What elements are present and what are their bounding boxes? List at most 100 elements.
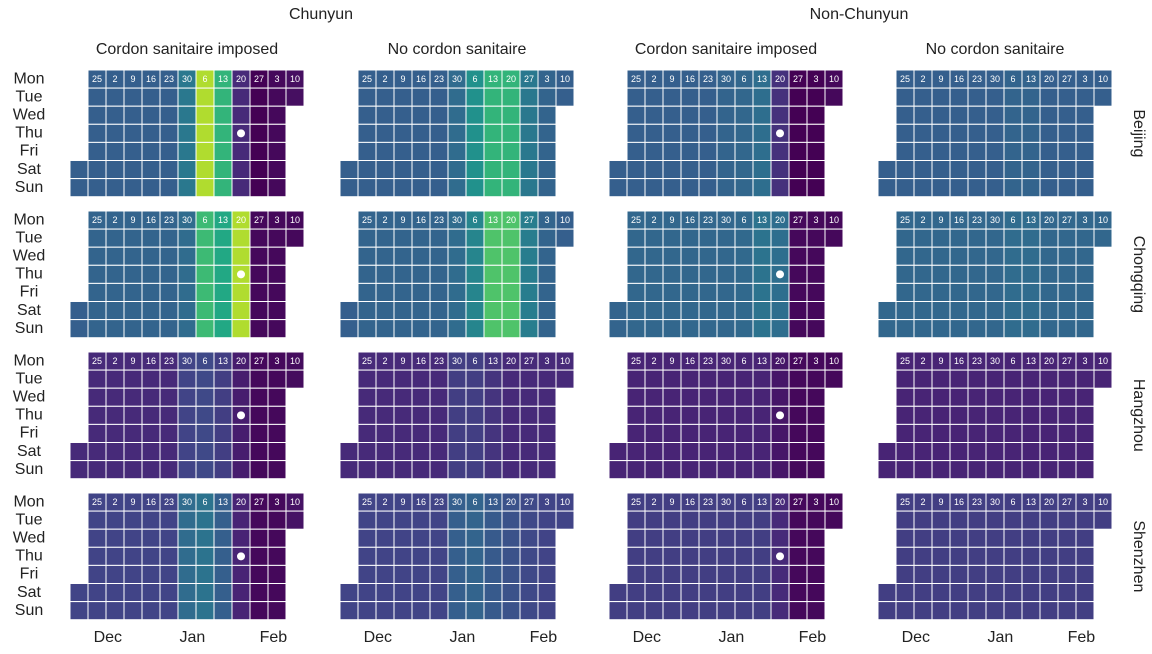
day-cell: [626, 510, 646, 530]
day-cell: [501, 528, 521, 548]
day-cell: [1075, 528, 1095, 548]
day-cell: [375, 423, 395, 443]
day-cell: [501, 564, 521, 585]
day-cell: [734, 423, 754, 443]
day-cell: [159, 319, 179, 339]
day-cell: [123, 528, 143, 548]
week-label: 13: [757, 74, 767, 84]
week-label: 9: [130, 215, 135, 225]
week-label: 2: [651, 497, 656, 507]
day-cell: [375, 87, 395, 107]
day-cell: [159, 264, 179, 284]
day-cell: [285, 510, 305, 530]
day-cell: [1003, 178, 1023, 198]
day-cell: [123, 141, 143, 161]
month-label: Feb: [530, 629, 558, 646]
day-cell: [806, 178, 826, 198]
day-cell: [393, 601, 413, 621]
day-label: Sun: [15, 320, 43, 337]
day-cell: [1003, 319, 1023, 339]
day-cell: [716, 319, 736, 339]
day-cell: [877, 460, 897, 480]
day-cell: [483, 301, 503, 321]
day-cell: [483, 141, 503, 161]
day-cell: [249, 387, 269, 407]
day-cell: [123, 228, 143, 248]
day-cell: [537, 442, 557, 462]
day-cell: [87, 369, 107, 389]
day-cell: [662, 583, 682, 603]
day-cell: [159, 178, 179, 198]
day-cell: [644, 546, 664, 566]
week-label: 9: [938, 215, 943, 225]
week-label: 13: [218, 74, 228, 84]
day-cell: [967, 228, 987, 248]
day-cell: [698, 405, 718, 425]
day-cell: [734, 87, 754, 107]
day-cell: [123, 510, 143, 530]
week-label: 9: [400, 74, 405, 84]
day-cell: [105, 546, 125, 566]
day-cell: [447, 105, 467, 125]
day-cell: [913, 246, 933, 266]
day-cell: [1075, 319, 1095, 339]
day-cell: [393, 301, 413, 321]
day-cell: [123, 160, 143, 180]
day-cell: [195, 105, 215, 125]
day-cell: [698, 442, 718, 462]
day-cell: [519, 160, 539, 180]
day-cell: [1039, 442, 1059, 462]
day-cell: [949, 546, 969, 566]
day-cell: [123, 369, 143, 389]
day-cell: [734, 583, 754, 603]
day-cell: [501, 583, 521, 603]
day-cell: [213, 405, 233, 425]
day-cell: [69, 442, 89, 462]
week-label: 16: [146, 356, 156, 366]
day-cell: [177, 583, 197, 603]
day-cell: [177, 546, 197, 566]
day-cell: [483, 246, 503, 266]
group-title: Non-Chunyun: [810, 6, 909, 23]
day-cell: [249, 460, 269, 480]
day-cell: [105, 405, 125, 425]
day-cell: [411, 583, 431, 603]
day-cell: [195, 87, 215, 107]
month-label: Dec: [902, 629, 930, 646]
week-label: 30: [990, 497, 1000, 507]
day-cell: [231, 369, 251, 389]
day-cell: [985, 442, 1005, 462]
day-cell: [447, 282, 467, 302]
day-cell: [411, 319, 431, 339]
day-cell: [626, 123, 646, 143]
day-cell: [357, 510, 377, 530]
day-cell: [913, 319, 933, 339]
week-label: 10: [829, 74, 839, 84]
day-cell: [231, 301, 251, 321]
day-cell: [752, 528, 772, 548]
day-cell: [1039, 87, 1059, 107]
day-cell: [87, 387, 107, 407]
week-label: 2: [382, 356, 387, 366]
day-cell: [447, 405, 467, 425]
day-cell: [752, 123, 772, 143]
day-cell: [141, 387, 161, 407]
day-cell: [1075, 405, 1095, 425]
day-cell: [213, 301, 233, 321]
week-label: 10: [1098, 497, 1108, 507]
day-cell: [159, 246, 179, 266]
day-cell: [267, 160, 287, 180]
day-cell: [195, 141, 215, 161]
day-cell: [644, 264, 664, 284]
week-label: 13: [757, 356, 767, 366]
day-cell: [788, 528, 808, 548]
day-cell: [231, 178, 251, 198]
day-cell: [931, 160, 951, 180]
day-cell: [213, 141, 233, 161]
day-cell: [141, 319, 161, 339]
day-cell: [375, 105, 395, 125]
day-cell: [357, 546, 377, 566]
day-cell: [105, 387, 125, 407]
month-label: Jan: [180, 629, 206, 646]
week-label: 25: [362, 215, 372, 225]
